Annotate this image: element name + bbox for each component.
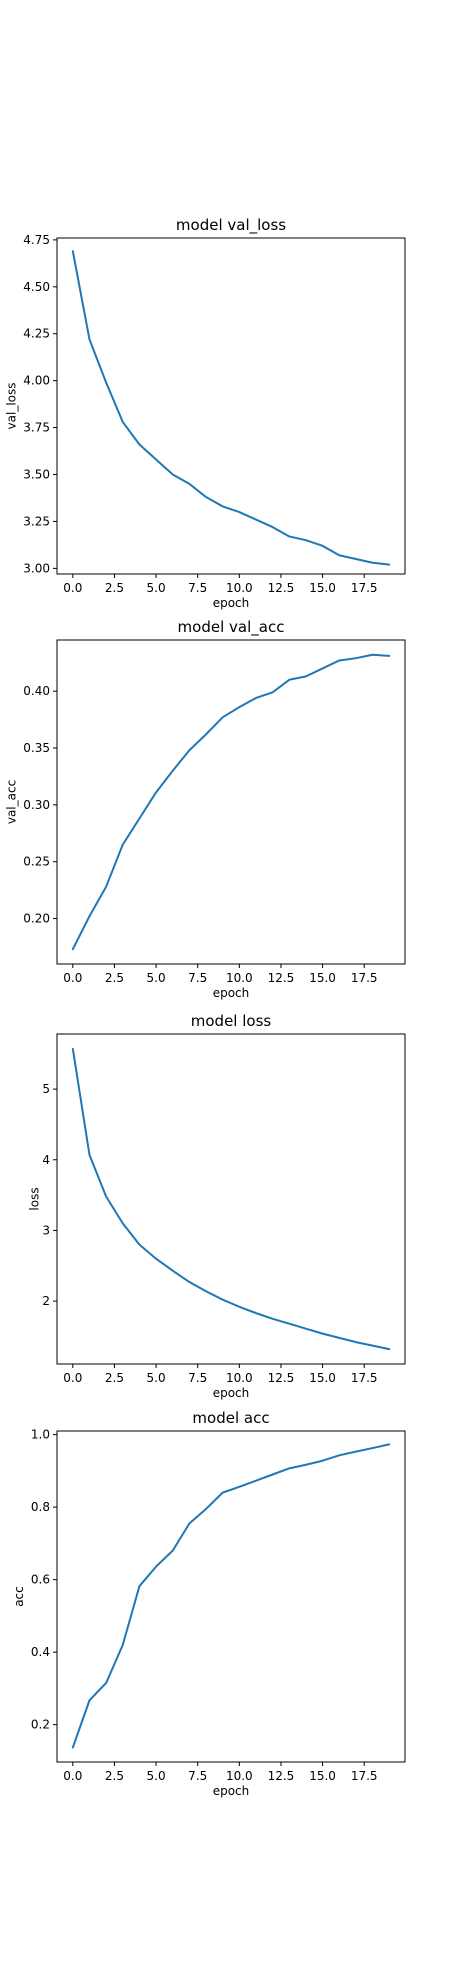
subplot-4: model acc 0.0 2.5 5.0 7.5 10.0 12.5 15.0 17.5 0.2… [12, 1409, 406, 1798]
x-tick-label: 7.5 [188, 581, 207, 595]
x-axis-label: epoch [213, 1386, 250, 1400]
y-tick-label: 5 [42, 1082, 50, 1096]
x-tick-label: 10.0 [226, 1371, 253, 1385]
plot-frame [56, 639, 406, 965]
x-tick-label: 12.5 [268, 1371, 295, 1385]
y-tick-label: 0.2 [31, 1718, 50, 1732]
x-tick-label: 7.5 [188, 1371, 207, 1385]
x-tick-label: 10.0 [226, 1769, 253, 1783]
y-tick-label: 0.8 [31, 1500, 50, 1514]
y-tick-label: 3.50 [23, 468, 50, 482]
x-tick-label: 7.5 [188, 971, 207, 985]
x-axis-label: epoch [213, 1784, 250, 1798]
x-tick-label: 12.5 [268, 971, 295, 985]
series-line [71, 1443, 391, 1749]
y-axis-label: val_loss [5, 383, 19, 430]
x-tick-label: 2.5 [105, 1371, 124, 1385]
y-tick-label: 0.35 [23, 741, 50, 755]
chart-title: model val_acc [178, 618, 285, 637]
plot-frame [56, 237, 406, 575]
x-tick-label: 17.5 [351, 1769, 378, 1783]
plot-frame [56, 1033, 406, 1365]
x-tick-label: 5.0 [147, 1769, 166, 1783]
y-tick-label: 0.4 [31, 1645, 50, 1659]
x-axis-label: epoch [213, 596, 250, 610]
x-tick-label: 0.0 [63, 971, 82, 985]
y-tick-label: 4.75 [23, 233, 50, 247]
y-tick-label: 3.00 [23, 561, 50, 575]
x-tick-label: 15.0 [309, 1769, 336, 1783]
x-tick-label: 0.0 [63, 1371, 82, 1385]
x-tick-label: 12.5 [268, 1769, 295, 1783]
subplot-3: model loss 0.0 2.5 5.0 7.5 10.0 12.5 15.0 17.5 2 3… [27, 1012, 406, 1400]
x-tick-label: 12.5 [268, 581, 295, 595]
x-axis-label: epoch [213, 986, 250, 1000]
x-tick-label: 2.5 [105, 1769, 124, 1783]
series-line [71, 1047, 391, 1351]
y-axis-label: loss [27, 1187, 41, 1210]
y-tick-label: 4.00 [23, 374, 50, 388]
y-tick-label: 0.6 [31, 1573, 50, 1587]
x-tick-label: 17.5 [351, 581, 378, 595]
y-tick-label: 4.25 [23, 327, 50, 341]
x-tick-label: 15.0 [309, 1371, 336, 1385]
x-tick-label: 0.0 [63, 1769, 82, 1783]
plot-frame [56, 1430, 406, 1763]
y-tick-label: 4 [42, 1153, 50, 1167]
y-tick-label: 1.0 [31, 1428, 50, 1442]
y-tick-label: 0.25 [23, 855, 50, 869]
y-tick-label: 3.75 [23, 421, 50, 435]
x-tick-label: 17.5 [351, 1371, 378, 1385]
x-tick-label: 2.5 [105, 581, 124, 595]
subplot-1: model val_loss 0.0 2.5 5.0 7.5 10.0 12.5 15.0 17… [5, 216, 406, 610]
x-tick-label: 15.0 [309, 971, 336, 985]
chart-title: model val_loss [176, 216, 286, 235]
x-tick-label: 5.0 [147, 1371, 166, 1385]
y-axis-label: val_acc [5, 780, 19, 824]
y-tick-label: 0.30 [23, 798, 50, 812]
series-line [71, 653, 391, 951]
y-tick-label: 4.50 [23, 280, 50, 294]
y-axis-label: acc [12, 1586, 26, 1607]
y-tick-label: 0.40 [23, 684, 50, 698]
x-tick-label: 15.0 [309, 581, 336, 595]
chart-title: model loss [191, 1012, 272, 1030]
series-line [71, 250, 391, 566]
y-tick-label: 0.20 [23, 912, 50, 926]
x-tick-label: 17.5 [351, 971, 378, 985]
x-tick-label: 5.0 [147, 581, 166, 595]
x-tick-label: 7.5 [188, 1769, 207, 1783]
x-tick-label: 10.0 [226, 971, 253, 985]
y-tick-label: 3.25 [23, 514, 50, 528]
x-tick-label: 2.5 [105, 971, 124, 985]
x-tick-label: 0.0 [63, 581, 82, 595]
x-tick-label: 5.0 [147, 971, 166, 985]
subplot-2: model val_acc 0.0 2.5 5.0 7.5 10.0 12.5 15.0 17.… [5, 618, 406, 1000]
y-tick-label: 3 [42, 1223, 50, 1237]
chart-title: model acc [192, 1409, 269, 1427]
x-tick-label: 10.0 [226, 581, 253, 595]
y-tick-label: 2 [42, 1294, 50, 1308]
